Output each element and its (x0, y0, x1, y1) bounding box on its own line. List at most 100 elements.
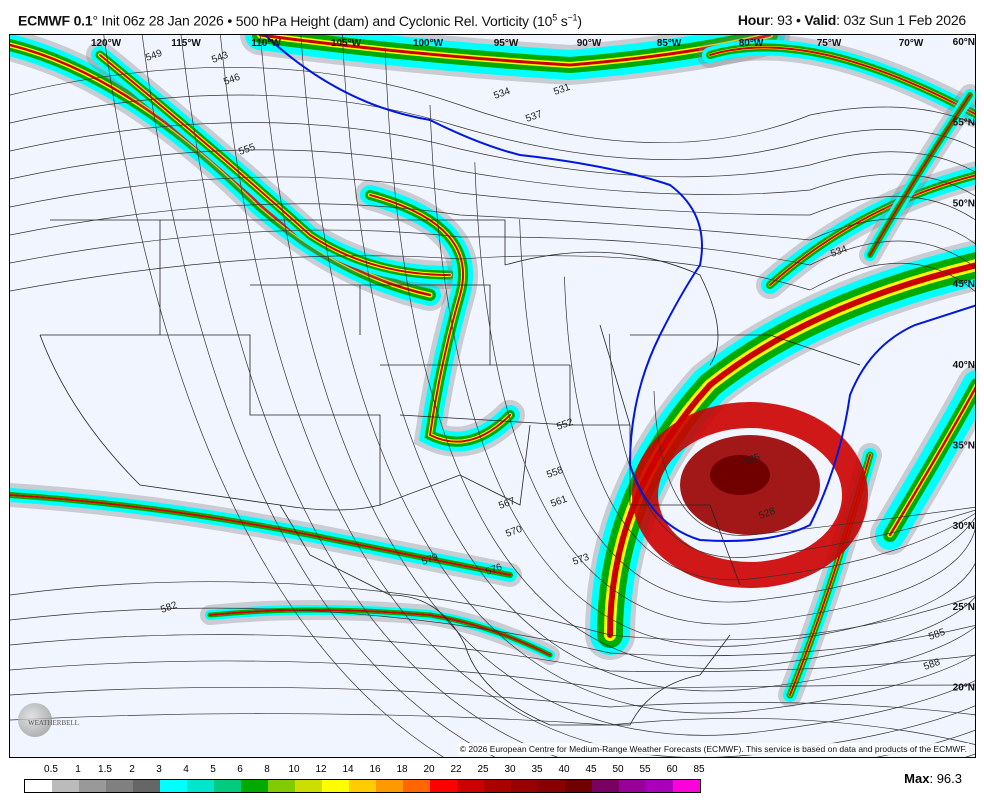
contour-label: 543 (210, 50, 230, 66)
longitude-label: 80°W (739, 38, 764, 49)
height-contour (141, 35, 975, 757)
colorbar-swatch (673, 780, 700, 792)
valid-label: Valid (804, 12, 837, 28)
height-contour (10, 203, 975, 245)
colorbar-swatch (349, 780, 376, 792)
colorbar-swatch (25, 780, 52, 792)
colorbar-swatch (322, 780, 349, 792)
valid-time: 03z Sun 1 Feb 2026 (843, 12, 967, 28)
vorticity-core (99, 54, 451, 276)
height-contour (10, 634, 975, 673)
colorbar-swatch (484, 780, 511, 792)
vorticity-fill (10, 35, 975, 707)
height-contour (10, 149, 975, 197)
height-contour (10, 581, 975, 641)
colorbar-label: 2 (129, 764, 135, 775)
height-contour (10, 176, 975, 221)
height-contours (10, 35, 975, 757)
longitude-label: 75°W (817, 38, 842, 49)
colorbar-swatch (241, 780, 268, 792)
colorbar-label: 40 (558, 764, 570, 775)
colorbar-label: 85 (693, 764, 705, 775)
colorbar-label: 8 (264, 764, 270, 775)
longitude-label: 90°W (577, 38, 602, 49)
vorticity-core (369, 194, 511, 443)
colorbar-swatch (79, 780, 106, 792)
colorbar-label: 1 (75, 764, 81, 775)
contour-label: 537 (524, 109, 544, 125)
colorbar-swatch (403, 780, 430, 792)
height-contour (180, 35, 975, 757)
vorticity-core (10, 43, 432, 297)
height-contour (653, 390, 975, 536)
map-canvas: 120°W 115°W 110°W 105°W 100°W 95°W 90°W 85°W 80°… (10, 35, 975, 757)
longitude-label: 110°W (251, 38, 281, 49)
map-title: ECMWF 0.1° Init 06z 28 Jan 2026 • 500 hP… (18, 12, 582, 29)
model-name: ECMWF 0.1 (18, 12, 93, 29)
height-contour (260, 35, 975, 736)
colorbar-label: 35 (531, 764, 543, 775)
contour-label: 546 (222, 72, 242, 88)
contour-label: 534 (492, 86, 512, 102)
colorbar-label: 4 (183, 764, 189, 775)
height-contour (519, 219, 975, 603)
colorbar-label: 25 (477, 764, 489, 775)
colorbar-labels: 0.5 1 1.5 2 3 4 5 6 8 10 12 14 16 18 20 22 25 30 35 40 45 50 5… (24, 764, 724, 778)
colorbar-label: 18 (396, 764, 408, 775)
contour-label: 555 (237, 142, 257, 158)
weather-map[interactable]: 120°W 115°W 110°W 105°W 100°W 95°W 90°W 85°W 80°… (9, 34, 976, 758)
latitude-label: 35°N (953, 441, 975, 452)
political-borders (39, 219, 861, 726)
colorbar-label: 12 (315, 764, 327, 775)
height-contour (564, 276, 975, 581)
graticule-labels: 120°W 115°W 110°W 105°W 100°W 95°W 90°W 85°W 80°… (91, 37, 975, 694)
vorticity-core (10, 494, 511, 576)
latitude-label: 50°N (953, 198, 975, 209)
height-contour (341, 35, 975, 692)
contour-label: 561 (549, 494, 569, 510)
colorbar-swatch (133, 780, 160, 792)
colorbar-swatch (538, 780, 565, 792)
height-contour (474, 162, 975, 625)
latitude-label: 55°N (953, 118, 975, 129)
colorbar (24, 779, 701, 793)
logo-text: WEATHERBELL (28, 719, 79, 727)
contour-label: 573 (571, 552, 591, 568)
colorbar-label: 16 (369, 764, 381, 775)
540-dam-contour (264, 35, 975, 542)
colorbar-swatch (187, 780, 214, 792)
hour-label: Hour (737, 12, 770, 28)
colorbar-label: 55 (639, 764, 651, 775)
colorbar-swatch (268, 780, 295, 792)
unit-close: ) (577, 12, 582, 29)
vorticity-core (709, 46, 975, 116)
colorbar-label: 30 (504, 764, 516, 775)
colorbar-swatch (376, 780, 403, 792)
longitude-label: 100°W (413, 38, 444, 49)
copyright-notice: © 2026 European Centre for Medium-Range … (457, 743, 969, 755)
colorbar-label: 22 (450, 764, 462, 775)
colorbar-swatch (565, 780, 592, 792)
contour-label: 570 (504, 524, 524, 540)
colorbar-swatch (295, 780, 322, 792)
colorbar-label: 20 (423, 764, 435, 775)
colorbar-swatch (592, 780, 619, 792)
latitude-label: 45°N (953, 279, 975, 290)
low-vorticity-ring (632, 402, 868, 588)
colorbar-label: 3 (156, 764, 162, 775)
longitude-label: 85°W (657, 38, 682, 49)
unit-s: s (557, 12, 568, 29)
colorbar-swatch (430, 780, 457, 792)
valid-time-info: Hour: 93 • Valid: 03z Sun 1 Feb 2026 (737, 12, 967, 28)
colorbar-label: 14 (342, 764, 354, 775)
latitude-label: 40°N (953, 360, 975, 371)
product-text: 500 hPa Height (dam) and Cyclonic Rel. V… (235, 12, 553, 29)
contour-label: 558 (545, 465, 565, 481)
height-contour (300, 35, 975, 714)
height-contour (384, 47, 975, 669)
colorbar-label: 10 (288, 764, 300, 775)
forecast-hour: 93 (777, 12, 793, 28)
longitude-label: 70°W (899, 38, 924, 49)
contour-label: 549 (144, 48, 164, 64)
unit-exp: 5 (552, 12, 557, 22)
